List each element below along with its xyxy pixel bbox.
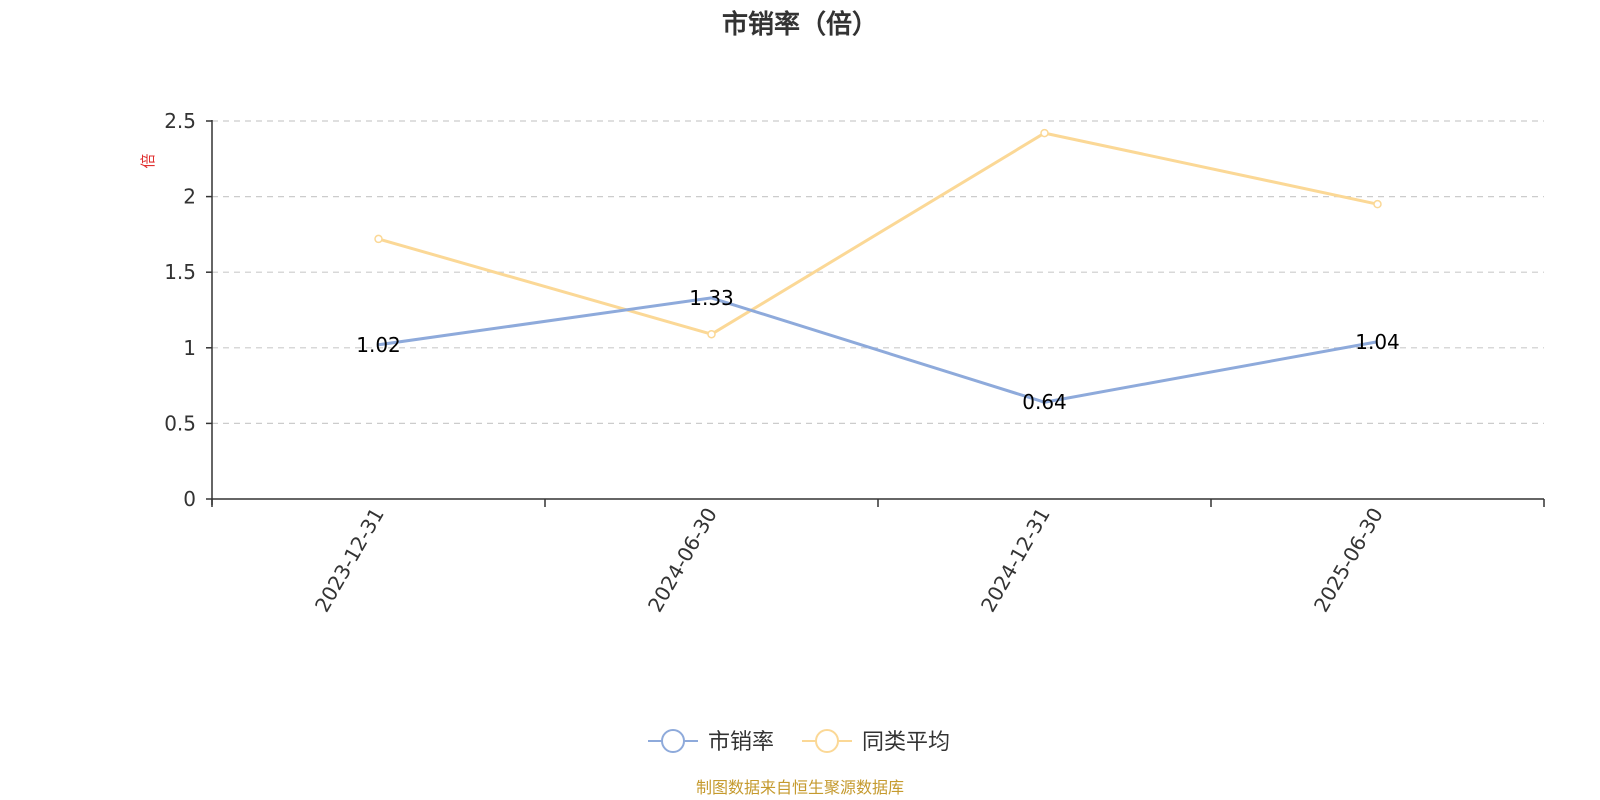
y-tick-label: 1 xyxy=(183,336,196,360)
legend-symbol-1 xyxy=(815,729,839,753)
x-tick-label: 2024-12-31 xyxy=(976,504,1055,617)
y-tick-label: 0 xyxy=(183,487,196,511)
y-tick-label: 2.5 xyxy=(164,109,196,133)
x-tick-label: 2025-06-30 xyxy=(1309,504,1388,617)
legend-item-1[interactable]: 同类平均 xyxy=(802,729,950,755)
data-label: 0.64 xyxy=(1022,390,1067,414)
series-1-point[interactable] xyxy=(707,329,716,339)
series-lines xyxy=(374,128,1382,404)
x-tick-label: 2023-12-31 xyxy=(310,504,389,617)
legend-symbol-0 xyxy=(661,729,685,753)
y-tick-label: 1.5 xyxy=(164,260,196,284)
series-line-0 xyxy=(378,296,1378,404)
legend-label-0: 市销率 xyxy=(708,730,774,755)
series-line-1 xyxy=(378,131,1378,336)
data-label: 1.33 xyxy=(689,286,734,310)
series-1-point[interactable] xyxy=(374,234,383,244)
y-axis-unit-label: 倍 xyxy=(139,153,157,168)
source-note: 制图数据来自恒生聚源数据库 xyxy=(696,778,904,797)
chart-title: 市销率（倍） xyxy=(722,9,878,40)
legend-item-0[interactable]: 市销率 xyxy=(648,729,774,755)
data-label: 1.04 xyxy=(1355,330,1400,354)
axes: 0 0.5 1 1.5 2 2.5 2023-12-31 2024-06-30 2024-12-… xyxy=(164,109,1545,617)
series-1-point[interactable] xyxy=(1040,128,1049,138)
grid-lines xyxy=(212,120,1544,424)
x-tick-label: 2024-06-30 xyxy=(643,504,722,617)
data-labels: 1.02 1.33 0.64 1.04 xyxy=(356,286,1400,414)
legend: 市销率 同类平均 xyxy=(648,729,950,755)
y-tick-label: 2 xyxy=(183,185,196,209)
series-1-point[interactable] xyxy=(1373,199,1382,209)
legend-label-1: 同类平均 xyxy=(862,730,950,755)
data-label: 1.02 xyxy=(356,333,401,357)
y-tick-label: 0.5 xyxy=(164,411,196,435)
